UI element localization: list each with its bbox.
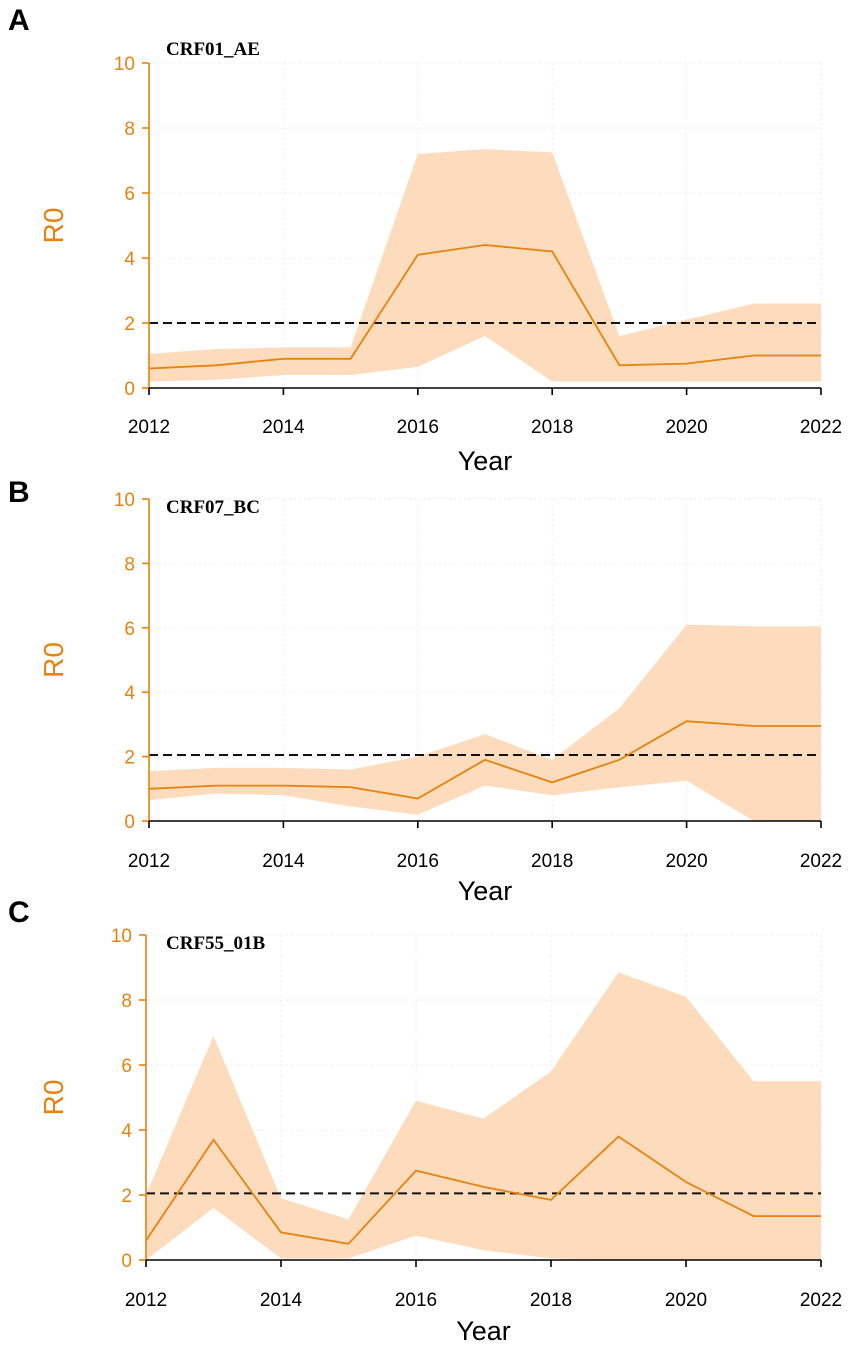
panel-b-y-tick-label: 10: [114, 490, 135, 511]
panel-c-y-tick-label: 4: [121, 1121, 132, 1142]
panel-a-x-tick-label: 2018: [531, 417, 573, 438]
panel-a-y-axis-title: R0: [38, 208, 69, 244]
panel-b-title: CRF07_BC: [166, 497, 260, 518]
panel-a-title: CRF01_AE: [166, 39, 260, 60]
panel-a: 0 2 4 6 8 10 2012 2014 2016 2018 2020 2022 R0 Year A CR…: [8, 4, 842, 476]
panel-c-y-tick-label: 6: [121, 1056, 132, 1077]
panel-b-x-axis-title: Year: [458, 876, 513, 906]
panel-c-y-tick-label: 0: [121, 1251, 132, 1272]
panel-a-x-axis-title: Year: [458, 446, 513, 476]
panel-b-y-tick-label: 0: [124, 812, 135, 833]
panel-b-letter: B: [8, 476, 30, 509]
panel-a-y-tick-label: 8: [124, 119, 135, 140]
panel-b-x-tick-label: 2020: [665, 851, 707, 872]
panel-c-y-tick-label: 8: [121, 991, 132, 1012]
panel-c-confidence-band: [146, 972, 821, 1260]
panel-b-x-tick-label: 2014: [262, 851, 305, 872]
panel-b-y-tick-label: 6: [124, 619, 135, 640]
panel-a-x-tick-label: 2020: [665, 417, 707, 438]
panel-b-median-line: [148, 720, 821, 800]
panel-a-y-tick-label: 0: [124, 379, 135, 400]
panel-c-x-tick-label: 2012: [125, 1290, 167, 1311]
panel-c-y-tick-label: 2: [121, 1186, 132, 1207]
panel-c-y-axis-title: R0: [38, 1080, 69, 1116]
panel-a-y-tick-label: 2: [124, 314, 135, 335]
panel-c-median-line: [145, 1135, 821, 1245]
panel-c-x-tick-label: 2018: [530, 1290, 572, 1311]
panel-c-x-tick-label: 2016: [395, 1290, 437, 1311]
panel-b-y-axis-title: R0: [38, 642, 69, 678]
panel-b-y-tick-label: 8: [124, 554, 135, 575]
panel-c-x-tick-label: 2022: [800, 1290, 842, 1311]
panel-a-y-tick-label: 10: [114, 54, 135, 75]
panel-b: 0 2 4 6 8 10 2012 2014 2016 2018 2020 2022 R0 Year B CR…: [8, 476, 842, 906]
panel-b-confidence-band: [149, 624, 821, 821]
panel-b-x-tick-label: 2016: [397, 851, 439, 872]
panel-b-x-tick-label: 2018: [531, 851, 573, 872]
panel-a-x-tick-label: 2012: [128, 417, 170, 438]
panel-a-x-tick-label: 2014: [262, 417, 305, 438]
panel-c: 0 2 4 6 8 10 2012 2014 2016 2018 2020 2022 R0 Year C CR…: [8, 896, 842, 1346]
panel-b-x-tick-label: 2022: [800, 851, 842, 872]
panel-b-x-tick-label: 2012: [128, 851, 170, 872]
panel-c-y-tick-label: 10: [111, 926, 132, 947]
panel-a-median-line: [148, 244, 821, 370]
panel-b-y-tick-label: 4: [124, 683, 135, 704]
panel-a-y-tick-label: 4: [124, 249, 135, 270]
panel-c-letter: C: [8, 896, 30, 929]
panel-a-y-tick-label: 6: [124, 184, 135, 205]
panel-a-x-tick-label: 2022: [800, 417, 842, 438]
panel-c-title: CRF55_01B: [166, 933, 266, 954]
panel-b-y-tick-label: 2: [124, 748, 135, 769]
panel-c-x-axis-title: Year: [456, 1316, 511, 1346]
panel-a-letter: A: [8, 4, 30, 37]
panel-a-x-tick-label: 2016: [397, 417, 439, 438]
panel-a-confidence-band: [149, 149, 821, 382]
panel-c-x-tick-label: 2014: [260, 1290, 303, 1311]
panel-c-x-tick-label: 2020: [665, 1290, 707, 1311]
